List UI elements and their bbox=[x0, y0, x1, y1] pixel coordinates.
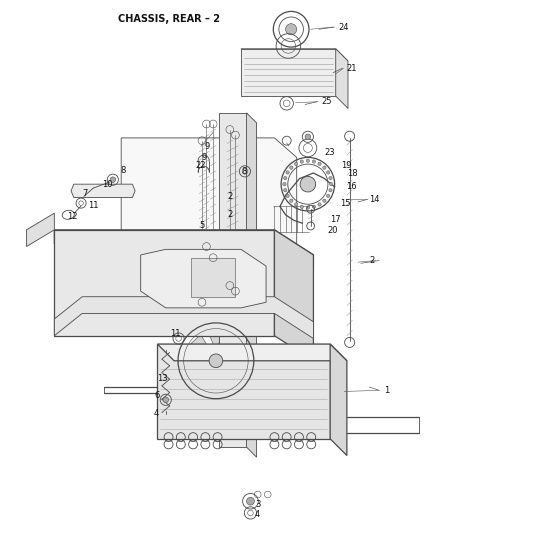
Circle shape bbox=[306, 206, 310, 209]
Circle shape bbox=[283, 189, 287, 192]
Circle shape bbox=[110, 177, 115, 183]
Polygon shape bbox=[191, 334, 212, 355]
Polygon shape bbox=[71, 184, 135, 198]
Polygon shape bbox=[246, 113, 256, 457]
Polygon shape bbox=[54, 297, 314, 338]
Polygon shape bbox=[217, 367, 234, 391]
Polygon shape bbox=[330, 344, 347, 455]
Text: 15: 15 bbox=[340, 199, 351, 208]
Text: 20: 20 bbox=[328, 226, 338, 235]
Polygon shape bbox=[241, 49, 348, 61]
Circle shape bbox=[326, 171, 330, 174]
Polygon shape bbox=[219, 113, 246, 447]
Polygon shape bbox=[221, 333, 239, 356]
Circle shape bbox=[283, 183, 286, 186]
Text: 3: 3 bbox=[255, 500, 260, 508]
Circle shape bbox=[306, 159, 310, 162]
Text: 6: 6 bbox=[154, 391, 160, 400]
Text: 23: 23 bbox=[325, 148, 335, 157]
Text: 4: 4 bbox=[255, 510, 260, 519]
Text: 9: 9 bbox=[205, 142, 210, 151]
Circle shape bbox=[290, 199, 293, 202]
Circle shape bbox=[323, 199, 326, 202]
Text: 5: 5 bbox=[200, 221, 205, 231]
Text: 19: 19 bbox=[341, 161, 352, 170]
Polygon shape bbox=[54, 230, 274, 336]
Circle shape bbox=[295, 203, 298, 206]
Circle shape bbox=[326, 194, 330, 198]
Circle shape bbox=[209, 354, 223, 367]
Circle shape bbox=[312, 160, 316, 163]
Text: 14: 14 bbox=[369, 195, 380, 204]
Text: 25: 25 bbox=[322, 97, 332, 106]
Polygon shape bbox=[336, 49, 348, 109]
Text: 2: 2 bbox=[227, 210, 232, 219]
Polygon shape bbox=[26, 213, 54, 246]
Circle shape bbox=[300, 160, 304, 163]
Text: 12: 12 bbox=[67, 212, 78, 221]
Text: 16: 16 bbox=[346, 182, 356, 191]
Circle shape bbox=[246, 497, 254, 505]
Text: 1: 1 bbox=[384, 386, 389, 395]
Polygon shape bbox=[201, 367, 213, 391]
Circle shape bbox=[295, 162, 298, 166]
Polygon shape bbox=[223, 348, 246, 361]
Polygon shape bbox=[221, 365, 245, 380]
Polygon shape bbox=[157, 344, 347, 361]
Circle shape bbox=[286, 171, 290, 174]
Text: 2: 2 bbox=[369, 256, 375, 265]
Text: 24: 24 bbox=[338, 22, 349, 31]
Text: 8: 8 bbox=[241, 167, 246, 176]
Text: 18: 18 bbox=[347, 169, 357, 178]
Polygon shape bbox=[208, 331, 221, 354]
Polygon shape bbox=[121, 138, 297, 280]
Polygon shape bbox=[274, 230, 314, 361]
Polygon shape bbox=[141, 249, 266, 308]
Circle shape bbox=[329, 189, 332, 192]
Circle shape bbox=[290, 166, 293, 169]
Text: 13: 13 bbox=[157, 374, 168, 383]
Circle shape bbox=[286, 194, 290, 198]
Text: 8: 8 bbox=[120, 166, 125, 175]
Circle shape bbox=[318, 203, 321, 206]
Text: 2: 2 bbox=[227, 192, 232, 201]
Circle shape bbox=[286, 24, 297, 35]
Text: 21: 21 bbox=[347, 64, 357, 73]
Polygon shape bbox=[157, 344, 330, 439]
Text: CHASSIS, REAR – 2: CHASSIS, REAR – 2 bbox=[118, 13, 220, 24]
Text: 4: 4 bbox=[154, 409, 159, 418]
Text: 11: 11 bbox=[170, 329, 180, 338]
Circle shape bbox=[300, 205, 304, 208]
Circle shape bbox=[312, 205, 316, 208]
Circle shape bbox=[305, 134, 311, 139]
Text: 11: 11 bbox=[88, 201, 98, 210]
Polygon shape bbox=[186, 351, 209, 363]
Text: 9: 9 bbox=[202, 153, 207, 162]
Polygon shape bbox=[191, 258, 235, 297]
Circle shape bbox=[329, 176, 332, 180]
Circle shape bbox=[163, 397, 169, 403]
Text: 17: 17 bbox=[330, 216, 341, 225]
Polygon shape bbox=[241, 49, 336, 96]
Circle shape bbox=[318, 162, 321, 166]
Polygon shape bbox=[54, 230, 314, 269]
Circle shape bbox=[323, 166, 326, 169]
Text: 7: 7 bbox=[83, 189, 88, 198]
Circle shape bbox=[300, 176, 316, 192]
Polygon shape bbox=[188, 363, 209, 382]
Circle shape bbox=[330, 183, 333, 186]
Text: 10: 10 bbox=[102, 180, 112, 189]
Text: 22: 22 bbox=[195, 161, 206, 170]
Circle shape bbox=[283, 176, 287, 180]
